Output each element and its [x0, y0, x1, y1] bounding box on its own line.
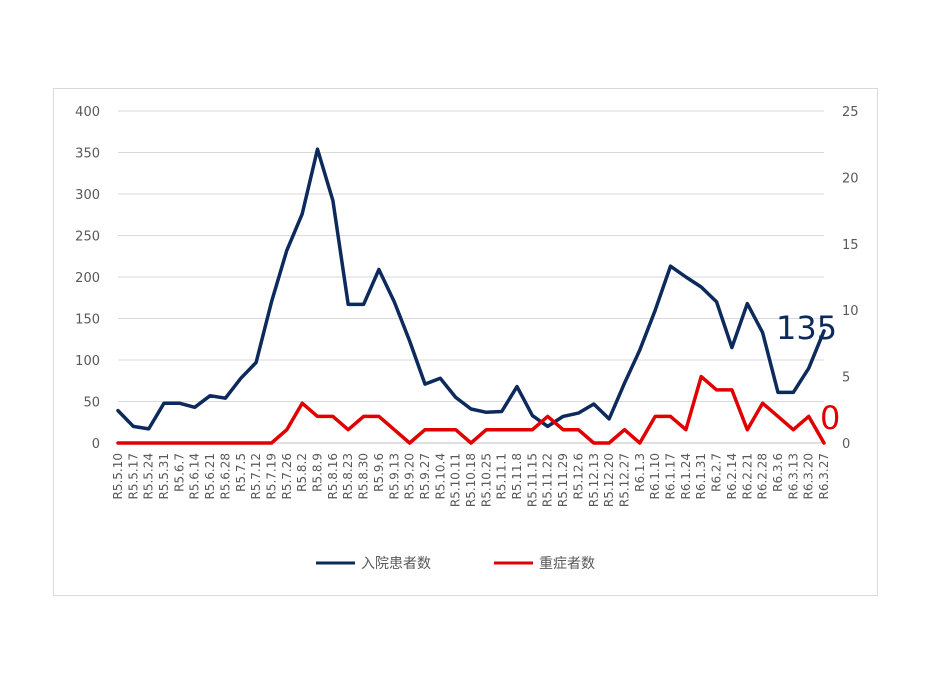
x-tick-label: R6.1.10: [648, 453, 662, 500]
legend-label-severe: 重症者数: [539, 556, 595, 572]
x-tick-label: R5.10.18: [464, 453, 478, 507]
y-left-tick-label: 350: [75, 147, 100, 162]
y-axis-left: 0 50 100 150 200 250 300 350 400: [75, 105, 100, 452]
x-tick-label: R5.10.4: [433, 453, 447, 500]
x-tick-label: R5.8.9: [311, 453, 325, 492]
x-tick-label: R6.1.3: [633, 453, 647, 492]
y-right-tick-label: 20: [842, 171, 859, 186]
y-right-tick-label: 10: [842, 304, 859, 319]
y-left-tick-label: 100: [75, 354, 100, 369]
x-tick-label: R5.8.2: [295, 453, 309, 492]
x-tick-label: R6.2.14: [725, 453, 739, 500]
x-tick-label: R5.7.19: [264, 453, 278, 500]
x-tick-label: R5.9.13: [387, 453, 401, 500]
x-tick-label: R6.2.28: [756, 453, 770, 500]
series-lines: [116, 147, 826, 445]
x-tick-label: R5.7.5: [234, 453, 248, 492]
x-tick-label: R5.6.14: [188, 453, 202, 500]
x-tick-label: R5.6.28: [218, 453, 232, 500]
legend: 入院患者数 重症者数: [316, 556, 595, 572]
x-tick-label: R6.3.27: [817, 453, 831, 500]
gridlines: [118, 110, 824, 444]
chart-frame: 0 50 100 150 200 250 300 350 400 0 5 10 15 20 25 R5.5…: [53, 88, 878, 596]
y-right-tick-label: 25: [842, 105, 859, 120]
y-axis-right: 0 5 10 15 20 25: [842, 105, 859, 452]
y-left-tick-label: 50: [83, 396, 100, 411]
x-tick-label: R6.1.24: [679, 453, 693, 500]
x-tick-label: R5.9.20: [403, 453, 417, 500]
x-tick-label: R6.1.17: [664, 453, 678, 500]
y-left-tick-label: 250: [75, 230, 100, 245]
x-tick-label: R6.3.13: [786, 453, 800, 500]
x-tick-label: R5.7.26: [280, 453, 294, 500]
x-tick-label: R5.5.17: [126, 453, 140, 500]
x-tick-label: R5.8.30: [357, 453, 371, 500]
x-tick-label: R5.11.29: [556, 453, 570, 507]
x-tick-label: R5.5.24: [142, 453, 156, 500]
end-labels: 135 0: [776, 309, 840, 437]
y-left-tick-label: 200: [75, 271, 100, 286]
x-tick-label: R6.1.31: [694, 453, 708, 500]
last-severe-label: 0: [820, 399, 840, 437]
y-left-tick-label: 300: [75, 188, 100, 203]
x-tick-label: R5.10.11: [449, 453, 463, 507]
x-tick-label: R5.12.27: [617, 453, 631, 507]
y-left-tick-label: 400: [75, 105, 100, 120]
y-left-tick-label: 0: [92, 437, 100, 452]
x-tick-label: R5.9.6: [372, 453, 386, 492]
inpatient-line: [116, 147, 826, 431]
x-tick-label: R5.11.8: [510, 453, 524, 500]
x-tick-label: R6.3.6: [771, 453, 785, 492]
x-tick-label: R5.9.27: [418, 453, 432, 500]
y-left-tick-label: 150: [75, 313, 100, 328]
x-tick-label: R5.12.13: [587, 453, 601, 507]
last-inpatient-label: 135: [776, 309, 837, 347]
x-tick-label: R5.6.7: [172, 453, 186, 492]
x-tick-label: R5.10.25: [479, 453, 493, 507]
x-tick-label: R5.5.10: [111, 453, 125, 500]
x-tick-label: R5.7.12: [249, 453, 263, 500]
y-right-tick-label: 5: [842, 371, 850, 386]
severe-line: [116, 374, 826, 445]
x-tick-label: R5.11.22: [541, 453, 555, 507]
x-tick-label: R5.12.6: [571, 453, 585, 500]
y-right-tick-label: 15: [842, 238, 859, 253]
x-tick-label: R6.2.7: [710, 453, 724, 492]
x-tick-label: R5.12.20: [602, 453, 616, 507]
x-tick-label: R5.11.1: [495, 453, 509, 500]
x-tick-label: R5.5.31: [157, 453, 171, 500]
x-tick-label: R6.2.21: [740, 453, 754, 500]
y-right-tick-label: 0: [842, 437, 850, 452]
x-tick-label: R5.11.15: [525, 453, 539, 507]
x-axis: R5.5.10 R5.5.17 R5.5.24 R5.5.31 R5.6.7 R5.6.1…: [111, 453, 831, 507]
x-tick-label: R5.6.21: [203, 453, 217, 500]
x-tick-label: R5.8.16: [326, 453, 340, 500]
legend-label-inpatient: 入院患者数: [361, 556, 431, 572]
x-tick-label: R6.3.20: [802, 453, 816, 500]
x-tick-label: R5.8.23: [341, 453, 355, 500]
